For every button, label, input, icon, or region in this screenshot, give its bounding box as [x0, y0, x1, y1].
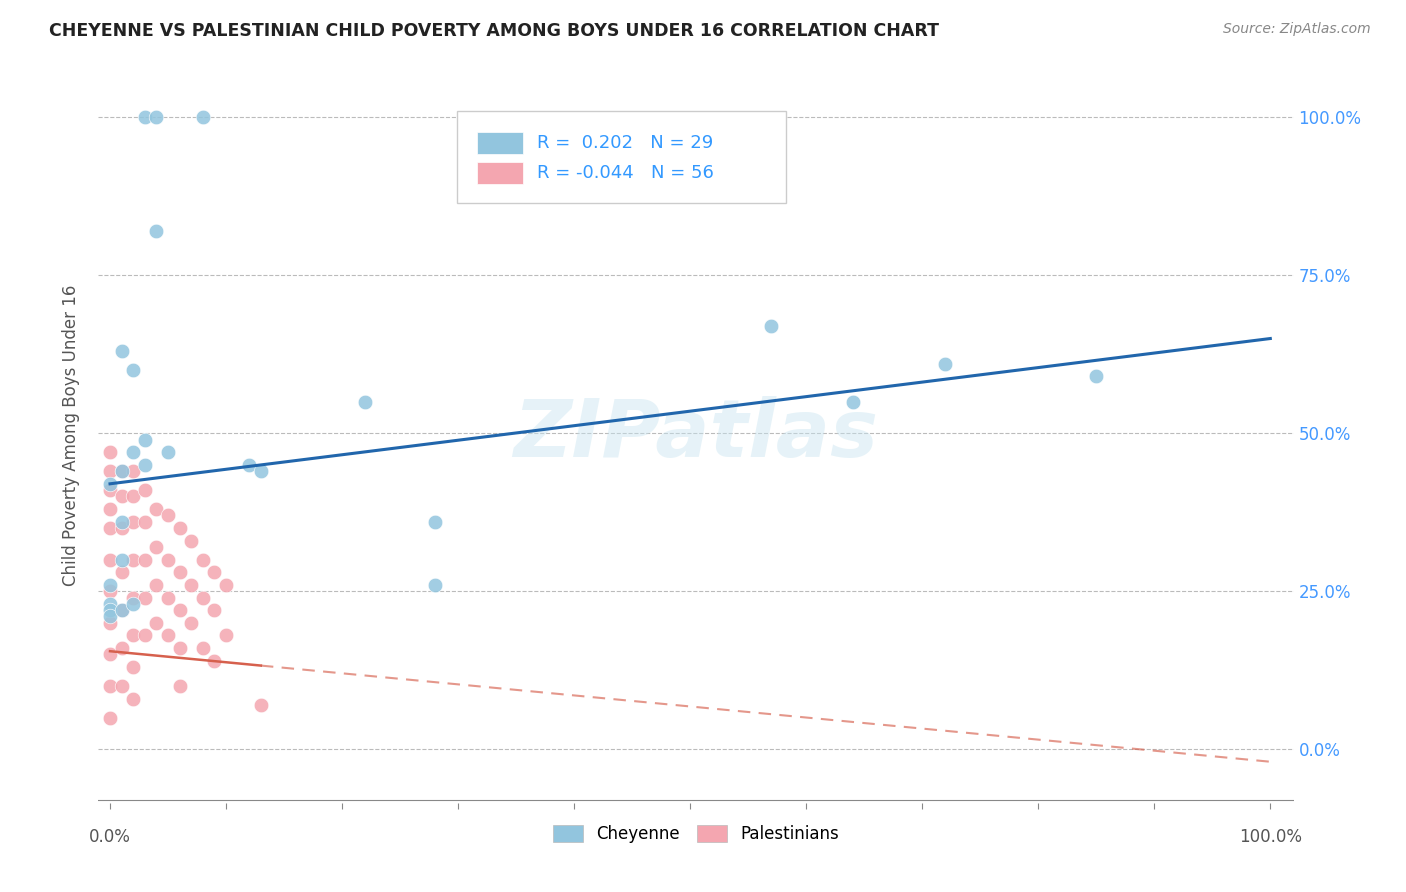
Point — [122, 490, 145, 504]
Point — [423, 515, 446, 529]
Bar — [477, 161, 523, 184]
Text: Source: ZipAtlas.com: Source: ZipAtlas.com — [1223, 22, 1371, 37]
Point — [157, 628, 180, 642]
Text: ZIPatlas: ZIPatlas — [513, 396, 879, 474]
Point — [98, 445, 121, 459]
Point — [111, 344, 134, 359]
Y-axis label: Child Poverty Among Boys Under 16: Child Poverty Among Boys Under 16 — [62, 285, 80, 585]
Point — [145, 502, 167, 516]
Point — [250, 698, 273, 712]
Point — [134, 111, 156, 125]
Point — [122, 552, 145, 566]
Point — [111, 679, 134, 693]
Point — [841, 394, 863, 409]
Point — [169, 521, 191, 535]
Point — [169, 641, 191, 656]
FancyBboxPatch shape — [457, 111, 786, 203]
Point — [134, 552, 156, 566]
Point — [423, 578, 446, 592]
Point — [157, 591, 180, 605]
Point — [134, 483, 156, 497]
Point — [180, 578, 202, 592]
Point — [157, 508, 180, 523]
Point — [98, 464, 121, 478]
Point — [761, 318, 783, 333]
Text: 100.0%: 100.0% — [1239, 828, 1302, 847]
Point — [157, 552, 180, 566]
Point — [111, 603, 134, 617]
Point — [122, 628, 145, 642]
Point — [134, 591, 156, 605]
Legend: Cheyenne, Palestinians: Cheyenne, Palestinians — [547, 818, 845, 850]
Point — [134, 628, 156, 642]
Point — [191, 111, 214, 125]
Point — [204, 603, 226, 617]
Point — [98, 552, 121, 566]
Point — [122, 591, 145, 605]
Point — [145, 111, 167, 125]
Point — [98, 521, 121, 535]
Point — [111, 521, 134, 535]
Text: R = -0.044   N = 56: R = -0.044 N = 56 — [537, 164, 714, 182]
Point — [1085, 369, 1108, 384]
Point — [215, 578, 238, 592]
Point — [122, 515, 145, 529]
Bar — [477, 132, 523, 154]
Point — [98, 679, 121, 693]
Point — [98, 476, 121, 491]
Point — [122, 445, 145, 459]
Point — [354, 394, 377, 409]
Point — [191, 591, 214, 605]
Point — [122, 597, 145, 611]
Point — [98, 578, 121, 592]
Point — [145, 540, 167, 554]
Point — [250, 464, 273, 478]
Point — [169, 679, 191, 693]
Point — [98, 648, 121, 662]
Point — [215, 628, 238, 642]
Text: CHEYENNE VS PALESTINIAN CHILD POVERTY AMONG BOYS UNDER 16 CORRELATION CHART: CHEYENNE VS PALESTINIAN CHILD POVERTY AM… — [49, 22, 939, 40]
Point — [191, 641, 214, 656]
Point — [934, 357, 956, 371]
Point — [98, 609, 121, 624]
Point — [111, 515, 134, 529]
Point — [122, 691, 145, 706]
Point — [157, 445, 180, 459]
Point — [145, 578, 167, 592]
Point — [111, 464, 134, 478]
Point — [98, 483, 121, 497]
Point — [111, 603, 134, 617]
Point — [204, 654, 226, 668]
Text: R =  0.202   N = 29: R = 0.202 N = 29 — [537, 135, 713, 153]
Point — [111, 464, 134, 478]
Point — [98, 502, 121, 516]
Point — [122, 464, 145, 478]
Point — [111, 552, 134, 566]
Point — [98, 710, 121, 724]
Point — [111, 641, 134, 656]
Point — [98, 584, 121, 599]
Point — [134, 515, 156, 529]
Point — [98, 597, 121, 611]
Point — [204, 566, 226, 580]
Point — [145, 224, 167, 238]
Point — [134, 433, 156, 447]
Point — [122, 363, 145, 377]
Point — [134, 458, 156, 472]
Point — [238, 458, 260, 472]
Point — [98, 615, 121, 630]
Point — [145, 615, 167, 630]
Point — [111, 566, 134, 580]
Point — [180, 533, 202, 548]
Point — [180, 615, 202, 630]
Point — [111, 490, 134, 504]
Text: 0.0%: 0.0% — [89, 828, 131, 847]
Point — [169, 603, 191, 617]
Point — [191, 552, 214, 566]
Point — [169, 566, 191, 580]
Point — [122, 660, 145, 674]
Point — [98, 603, 121, 617]
